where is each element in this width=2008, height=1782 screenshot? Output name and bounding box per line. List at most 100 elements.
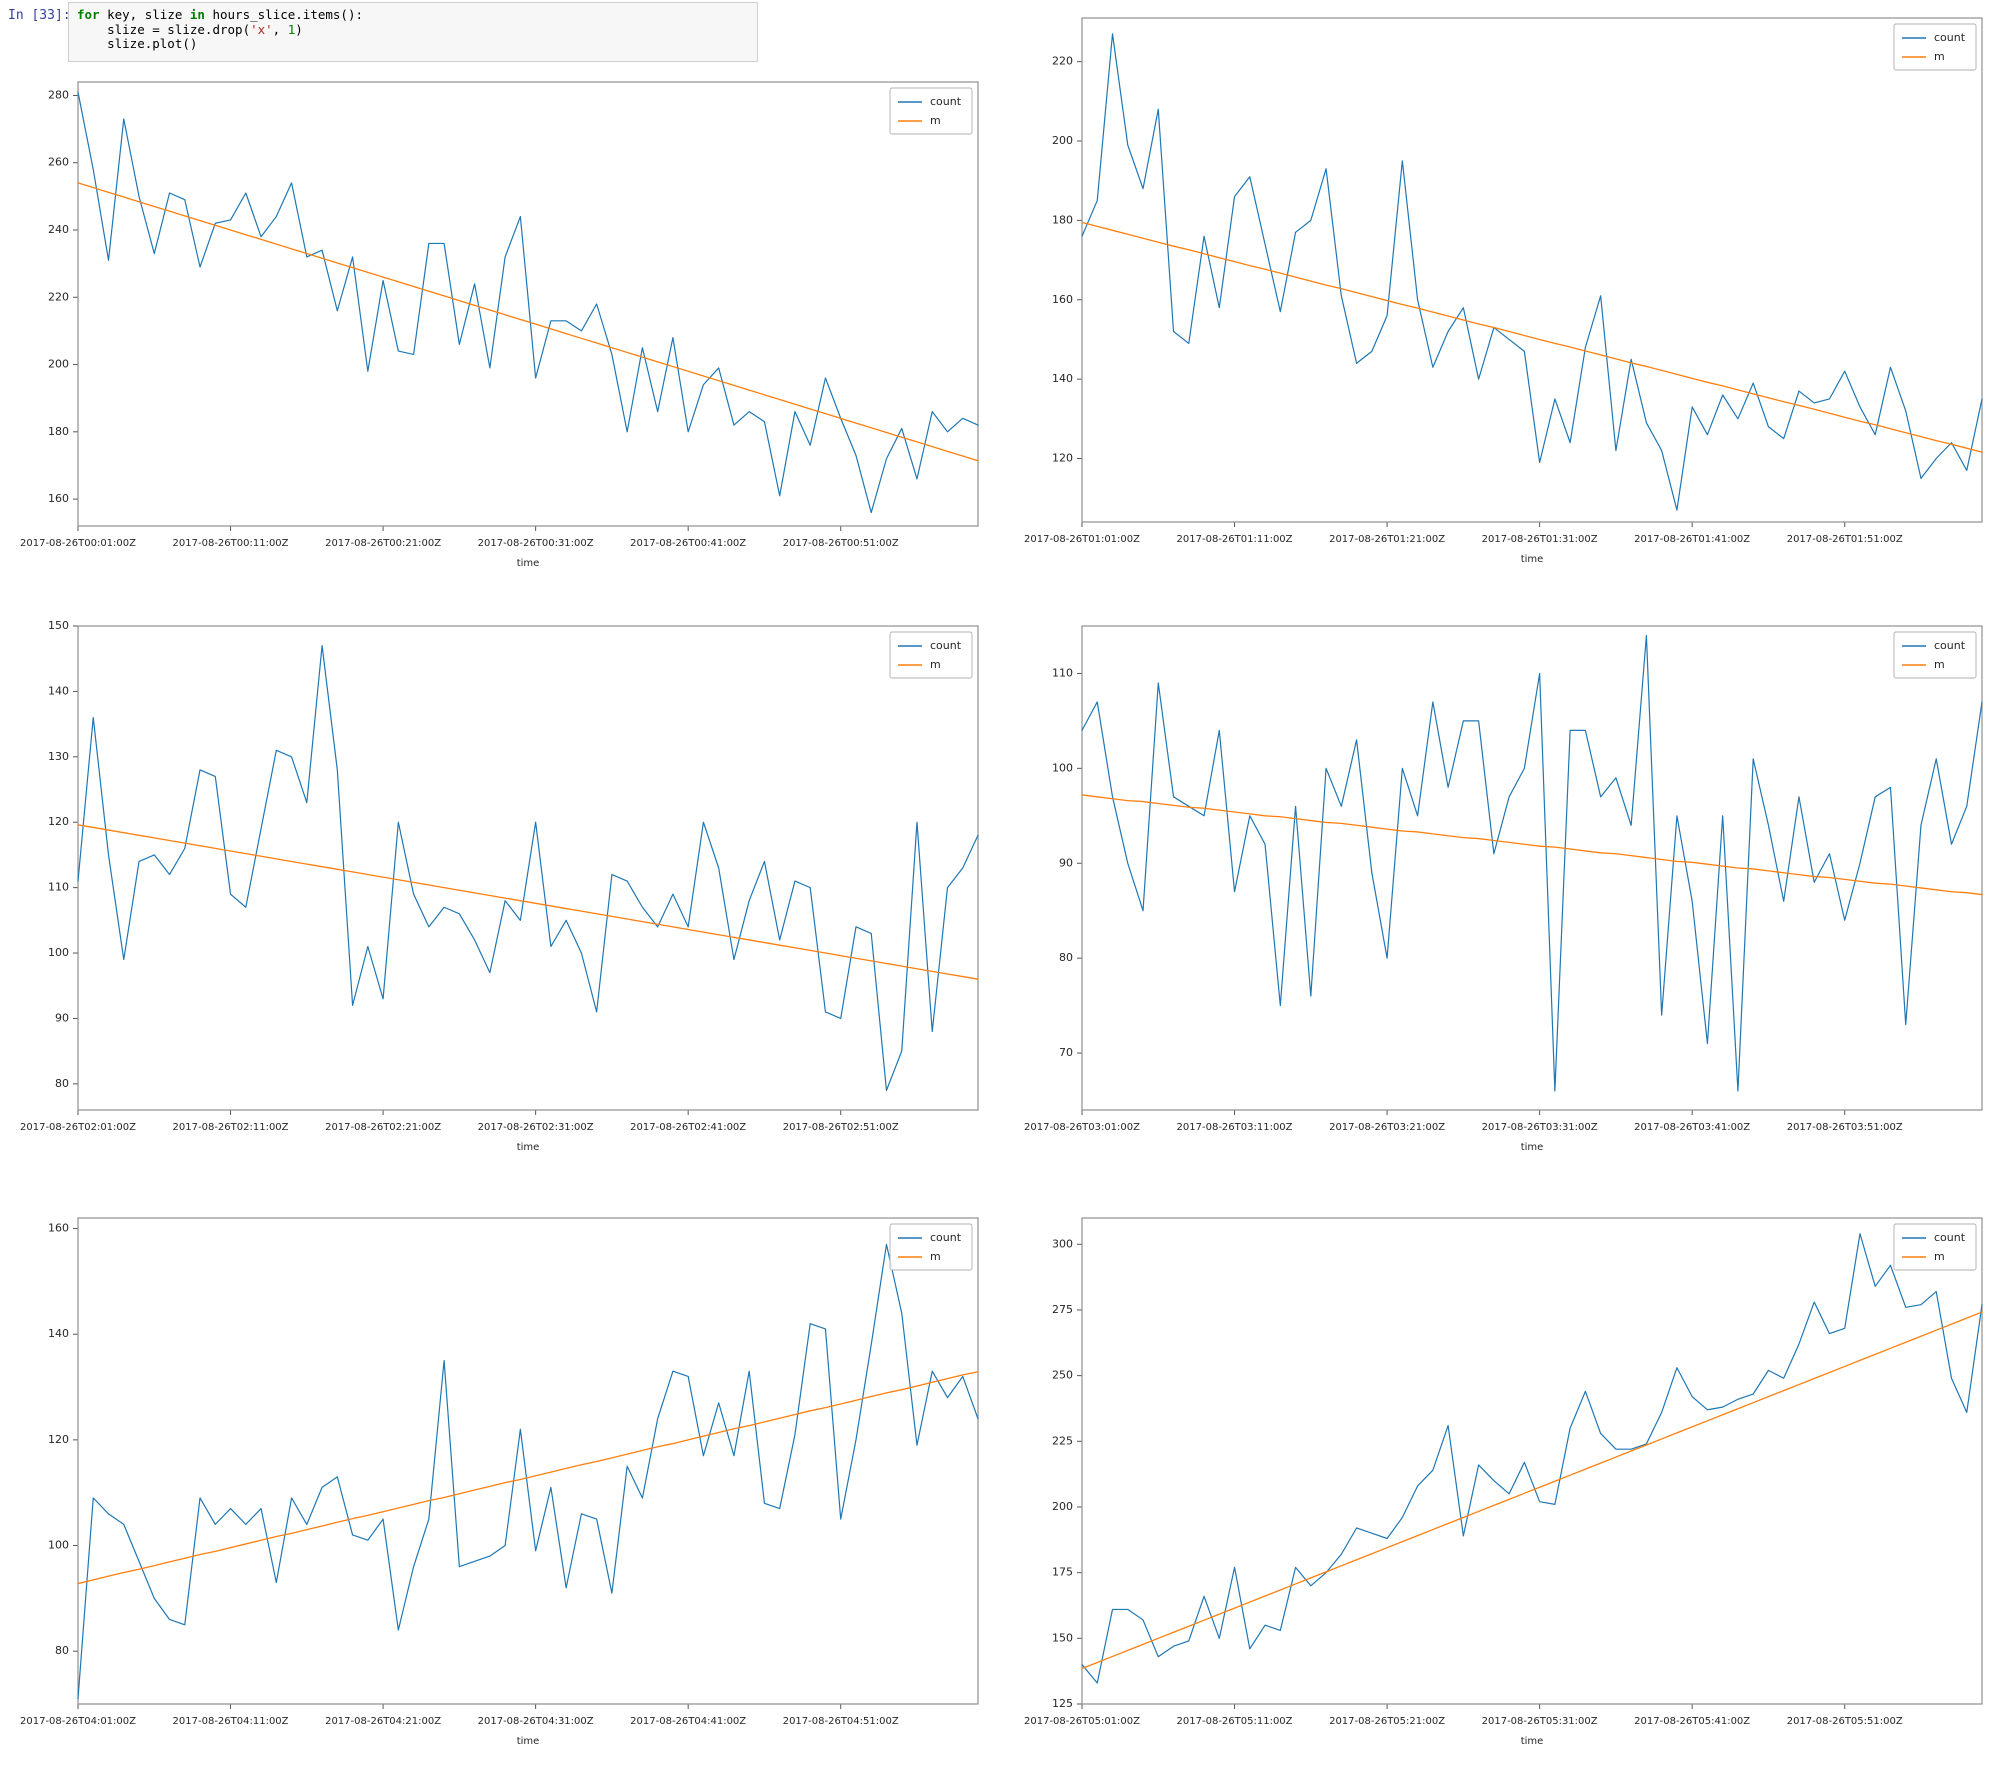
code-token: slize.plot() — [77, 36, 198, 51]
x-tick-label: 2017-08-26T01:31:00Z — [1482, 534, 1598, 545]
y-tick-label: 100 — [48, 946, 69, 959]
source-code: for key, slize in hours_slice.items(): s… — [77, 7, 749, 52]
x-tick-label: 2017-08-26T02:21:00Z — [325, 1122, 441, 1133]
x-tick-label: 2017-08-26T02:51:00Z — [783, 1122, 899, 1133]
x-tick-label: 2017-08-26T04:01:00Z — [20, 1716, 136, 1727]
x-tick-label: 2017-08-26T01:01:00Z — [1024, 534, 1140, 545]
series-line-count — [77, 1243, 979, 1700]
code-token: ) — [295, 21, 303, 37]
x-tick-label: 2017-08-26T01:41:00Z — [1634, 534, 1750, 545]
x-tick-label: 2017-08-26T01:51:00Z — [1787, 534, 1903, 545]
y-tick-label: 150 — [1052, 1631, 1073, 1644]
series-line-m — [77, 182, 979, 462]
input-prompt-label: In [33]: — [8, 8, 71, 23]
plot-area — [1082, 18, 1982, 522]
legend-label-count: count — [930, 1231, 962, 1244]
legend-box — [1893, 631, 1977, 679]
x-tick-label: 2017-08-26T03:01:00Z — [1024, 1122, 1140, 1133]
y-tick-label: 160 — [48, 1222, 69, 1235]
legend-label-m: m — [1934, 50, 1945, 63]
y-tick-label: 140 — [1052, 372, 1073, 385]
series-line-count — [1081, 1233, 1983, 1684]
y-tick-label: 80 — [55, 1077, 69, 1090]
y-tick-label: 100 — [48, 1539, 69, 1552]
axes-spines — [77, 1217, 979, 1705]
y-tick-label: 80 — [1059, 951, 1073, 964]
y-tick-label: 100 — [1052, 761, 1073, 774]
y-tick-label: 120 — [48, 815, 69, 828]
x-tick-label: 2017-08-26T05:01:00Z — [1024, 1716, 1140, 1727]
y-tick-label: 225 — [1052, 1434, 1073, 1447]
y-tick-label: 200 — [1052, 134, 1073, 147]
x-tick-label: 2017-08-26T00:51:00Z — [783, 538, 899, 549]
notebook-code-cell[interactable]: In [33]: for key, slize in hours_slice.i… — [0, 0, 2008, 70]
x-tick-label: 2017-08-26T02:41:00Z — [630, 1122, 746, 1133]
y-tick-label: 180 — [1052, 213, 1073, 226]
y-tick-label: 70 — [1059, 1046, 1073, 1059]
x-tick-label: 2017-08-26T00:41:00Z — [630, 538, 746, 549]
figure-hour-03: 70 80 90 100 110 2017-08-26T03:01:00Z 2017-08-… — [1004, 608, 2008, 1188]
x-axis-title: time — [517, 1736, 540, 1747]
x-tick-label: 2017-08-26T01:21:00Z — [1329, 534, 1445, 545]
y-tick-label: 110 — [48, 881, 69, 894]
figure-hour-00: 160 180 200 220 240 260 280 2017-08-26T00:01:00… — [0, 64, 1004, 604]
chart-hour-01: 120 140 160 180 200 220 2017-08-26T01:01:00Z 20… — [1024, 17, 1983, 565]
series-line-count — [77, 645, 979, 1091]
legend-box — [889, 87, 973, 135]
y-tick-label: 140 — [48, 1327, 69, 1340]
series-line-count — [1081, 33, 1983, 511]
legend-box — [1893, 23, 1977, 71]
code-token: for — [77, 7, 108, 22]
axes-spines — [1081, 625, 1983, 1111]
y-tick-label: 140 — [48, 684, 69, 697]
axes-spines — [1081, 17, 1983, 523]
x-axis-title: time — [517, 558, 540, 569]
y-tick-label: 90 — [55, 1011, 69, 1024]
legend-box — [889, 1223, 973, 1271]
axes-spines — [77, 625, 979, 1111]
y-tick-label: 200 — [48, 358, 69, 371]
y-tick-label: 260 — [48, 156, 69, 169]
legend-label-count: count — [930, 639, 962, 652]
y-tick-label: 220 — [48, 290, 69, 303]
series-line-m — [1081, 221, 1983, 453]
x-tick-label: 2017-08-26T04:21:00Z — [325, 1716, 441, 1727]
x-tick-label: 2017-08-26T03:51:00Z — [1787, 1122, 1903, 1133]
y-tick-label: 220 — [1052, 55, 1073, 68]
series-line-m — [1081, 794, 1983, 896]
axes-spines — [1081, 1217, 1983, 1705]
y-tick-label: 125 — [1052, 1697, 1073, 1710]
x-tick-label: 2017-08-26T05:51:00Z — [1787, 1716, 1903, 1727]
series-line-m — [77, 824, 979, 980]
x-tick-label: 2017-08-26T02:31:00Z — [478, 1122, 594, 1133]
y-tick-label: 110 — [1052, 666, 1073, 679]
x-tick-label: 2017-08-26T05:41:00Z — [1634, 1716, 1750, 1727]
chart-hour-03: 70 80 90 100 110 2017-08-26T03:01:00Z 2017-08-… — [1024, 625, 1983, 1153]
legend-label-count: count — [1934, 639, 1966, 652]
legend-label-m: m — [930, 658, 941, 671]
x-tick-label: 2017-08-26T05:21:00Z — [1329, 1716, 1445, 1727]
x-tick-label: 2017-08-26T03:41:00Z — [1634, 1122, 1750, 1133]
x-tick-label: 2017-08-26T03:21:00Z — [1329, 1122, 1445, 1133]
plot-area — [78, 1218, 978, 1704]
chart-hour-05: 125 150 175 200 225 250 275 300 2017-08-26T05:01… — [1024, 1217, 1983, 1747]
x-axis-title: time — [1521, 1736, 1544, 1747]
x-tick-label: 2017-08-26T04:41:00Z — [630, 1716, 746, 1727]
code-token: 1 — [287, 21, 296, 37]
y-tick-label: 90 — [1059, 856, 1073, 869]
legend-label-m: m — [1934, 1250, 1945, 1263]
code-editor-area[interactable]: for key, slize in hours_slice.items(): s… — [68, 2, 758, 62]
legend-label-m: m — [930, 1250, 941, 1263]
x-axis-title: time — [1521, 1142, 1544, 1153]
y-tick-label: 175 — [1052, 1566, 1073, 1579]
y-tick-label: 80 — [55, 1644, 69, 1657]
x-tick-label: 2017-08-26T04:11:00Z — [173, 1716, 289, 1727]
x-tick-label: 2017-08-26T00:11:00Z — [173, 538, 289, 549]
x-tick-label: 2017-08-26T04:31:00Z — [478, 1716, 594, 1727]
x-tick-label: 2017-08-26T00:01:00Z — [20, 538, 136, 549]
chart-hour-02: 80 90 100 110 120 130 140 150 2017-08-26T02:01:0… — [20, 619, 979, 1153]
figure-hour-05: 125 150 175 200 225 250 275 300 2017-08-26T05:01… — [1004, 1200, 2008, 1782]
figure-hour-01: 120 140 160 180 200 220 2017-08-26T01:01:00Z 20… — [1004, 0, 2008, 600]
plot-area — [1082, 1218, 1982, 1704]
x-axis-title: time — [517, 1142, 540, 1153]
